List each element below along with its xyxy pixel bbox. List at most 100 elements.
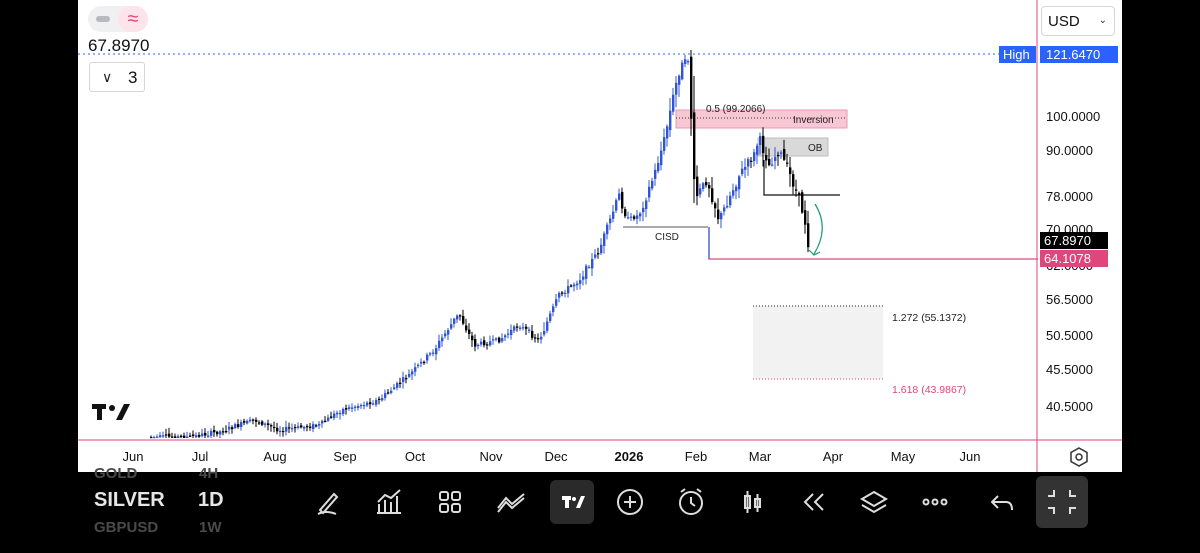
price-chart[interactable]: 0.5 (99.2066) Inversion OB CISD 1.272 (5… — [78, 0, 1122, 472]
candle-body — [693, 112, 696, 180]
candle-body — [213, 430, 216, 433]
candle-body — [168, 433, 171, 437]
layers-icon[interactable] — [852, 480, 896, 524]
candle-body — [726, 205, 729, 208]
candle-body — [804, 210, 807, 225]
alert-clock-icon[interactable] — [669, 480, 713, 524]
candle-body — [327, 417, 330, 421]
candle-body — [393, 387, 396, 390]
wave-icon[interactable]: ≈ — [118, 6, 148, 32]
timeframe-next[interactable]: 1W — [199, 519, 222, 536]
candle-body — [651, 180, 654, 189]
layout-grid-icon[interactable] — [428, 480, 472, 524]
candle-body — [243, 420, 246, 423]
candle-body — [624, 209, 627, 217]
candle-body — [432, 352, 435, 354]
high-badge[interactable] — [999, 46, 1036, 63]
candle-body — [429, 353, 432, 355]
timeframe-current[interactable]: 1D — [198, 489, 224, 511]
timeframe-prev[interactable]: 4H — [199, 465, 219, 482]
candle-body — [474, 338, 477, 347]
candle-body — [477, 344, 480, 347]
inversion-zone[interactable] — [675, 109, 848, 129]
candle-body — [771, 164, 774, 166]
candle-body — [246, 420, 249, 424]
candles-icon[interactable] — [730, 480, 774, 524]
candle-body — [513, 326, 516, 331]
time-axis-label: Sep — [333, 449, 356, 464]
candle-body — [489, 341, 492, 346]
candle-body — [801, 192, 804, 213]
candle-body — [399, 382, 402, 384]
structure-break-line — [763, 160, 840, 196]
candle-body — [630, 216, 633, 218]
candle-body — [465, 325, 468, 331]
candle-body — [315, 425, 318, 427]
candle-body — [585, 265, 588, 279]
curved-arrow-head — [808, 249, 821, 256]
candle-body — [462, 315, 465, 324]
candle-body — [552, 306, 555, 313]
candle-body — [183, 435, 186, 438]
replay-icon[interactable] — [791, 480, 835, 524]
fib-extension-zone[interactable] — [753, 306, 883, 379]
candle-body — [297, 426, 300, 428]
symbol-prev[interactable]: GOLD — [94, 465, 138, 482]
candle-body — [612, 211, 615, 219]
candle-body — [381, 398, 384, 401]
candle-body — [228, 426, 231, 430]
fullscreen-exit-icon[interactable] — [1036, 476, 1088, 528]
candle-body — [363, 405, 366, 407]
candle-body — [705, 182, 708, 186]
add-icon[interactable] — [608, 480, 652, 524]
symbol-current[interactable]: SILVER — [94, 489, 165, 511]
currency-select[interactable]: USD ⌄ — [1041, 6, 1115, 36]
candle-body — [504, 335, 507, 338]
current-price-badge — [1040, 232, 1108, 249]
candle-body — [600, 244, 603, 254]
candle-body — [615, 200, 618, 211]
more-icon[interactable] — [913, 480, 957, 524]
candle-body — [420, 361, 423, 364]
candle-body — [195, 435, 198, 438]
time-axis-label: May — [891, 449, 916, 464]
line-toggle-icon[interactable] — [96, 16, 110, 22]
candle-body — [180, 435, 183, 437]
candle-body — [795, 189, 798, 191]
symbol-next[interactable]: GBPUSD — [94, 519, 159, 536]
candle-body — [339, 412, 342, 415]
candle-body — [198, 434, 201, 437]
undo-icon[interactable] — [980, 480, 1024, 524]
candle-body — [279, 430, 282, 433]
pen-icon[interactable] — [306, 480, 350, 524]
candle-body — [210, 430, 213, 436]
time-axis[interactable]: Jun Jul Aug Sep Oct Nov Dec 2026 Feb Mar Apr May Jun — [123, 449, 981, 464]
compare-icon[interactable] — [489, 480, 533, 524]
candle-body — [234, 424, 237, 429]
fib-05-label: 0.5 (99.2066) — [706, 104, 766, 115]
candle-body — [669, 110, 672, 131]
tradingview-icon[interactable] — [550, 480, 594, 524]
candle-body — [468, 329, 471, 334]
time-axis-label: Dec — [544, 449, 568, 464]
candle-body — [792, 174, 795, 187]
candle-body — [369, 402, 372, 405]
settings-icon[interactable] — [1068, 446, 1090, 468]
candle-body — [567, 286, 570, 294]
chart-screen[interactable]: 0.5 (99.2066) Inversion OB CISD 1.272 (5… — [78, 0, 1122, 472]
indicators-icon[interactable] — [367, 480, 411, 524]
candle-body — [366, 402, 369, 406]
candle-body — [357, 406, 360, 409]
candle-body — [444, 333, 447, 337]
candle-body — [720, 213, 723, 220]
candle-body — [756, 145, 759, 155]
time-axis-label: Jun — [123, 449, 144, 464]
candle-body — [288, 427, 291, 429]
collapse-indicators-button[interactable]: ∨ 3 — [89, 62, 145, 92]
candle-body — [351, 407, 354, 409]
candle-body — [576, 283, 579, 286]
candle-body — [780, 152, 783, 154]
price-tick-label: 40.5000 — [1046, 399, 1093, 414]
candle-body — [735, 186, 738, 192]
candle-body — [606, 224, 609, 235]
